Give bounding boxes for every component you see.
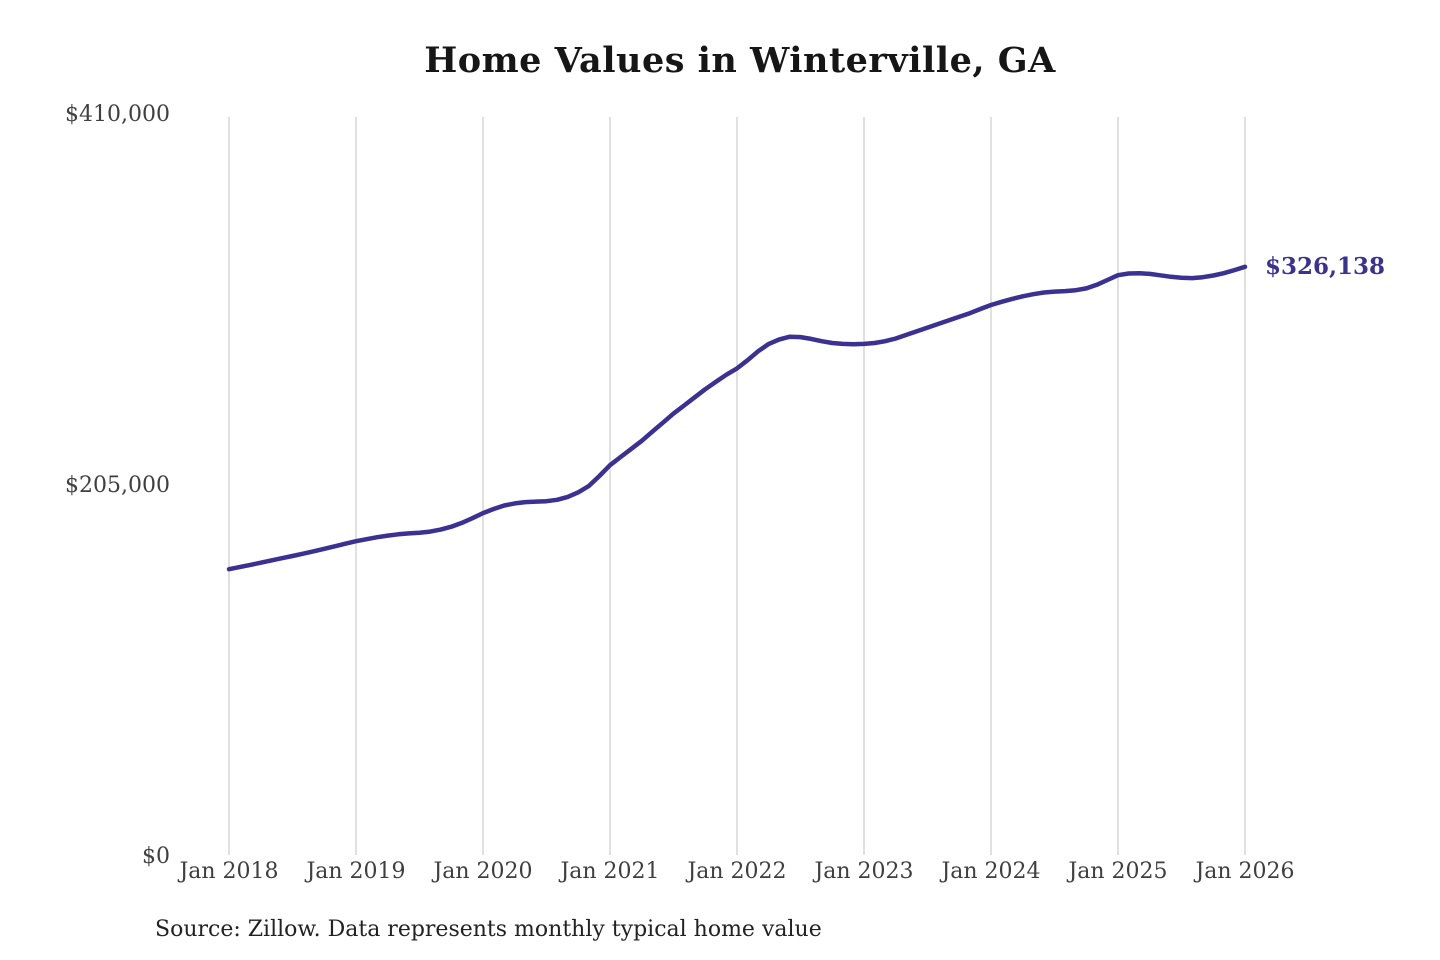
x-tick-label: Jan 2018 <box>179 859 279 884</box>
y-tick-label: $0 <box>142 844 170 869</box>
x-tick-label: Jan 2019 <box>306 859 406 884</box>
x-tick-label: Jan 2026 <box>1195 859 1295 884</box>
x-tick-label: Jan 2025 <box>1068 859 1168 884</box>
x-tick-label: Jan 2022 <box>687 859 787 884</box>
y-tick-label: $410,000 <box>65 102 170 127</box>
chart-title: Home Values in Winterville, GA <box>424 40 1056 81</box>
x-tick-label: Jan 2021 <box>560 859 660 884</box>
home-value-line <box>226 264 1248 572</box>
x-tick-label: Jan 2020 <box>433 859 533 884</box>
y-tick-label: $205,000 <box>65 473 170 498</box>
x-tick-label: Jan 2023 <box>814 859 914 884</box>
source-note: Source: Zillow. Data represents monthly … <box>155 917 822 942</box>
end-value-label: $326,138 <box>1265 252 1386 280</box>
x-tick-label: Jan 2024 <box>941 859 1041 884</box>
